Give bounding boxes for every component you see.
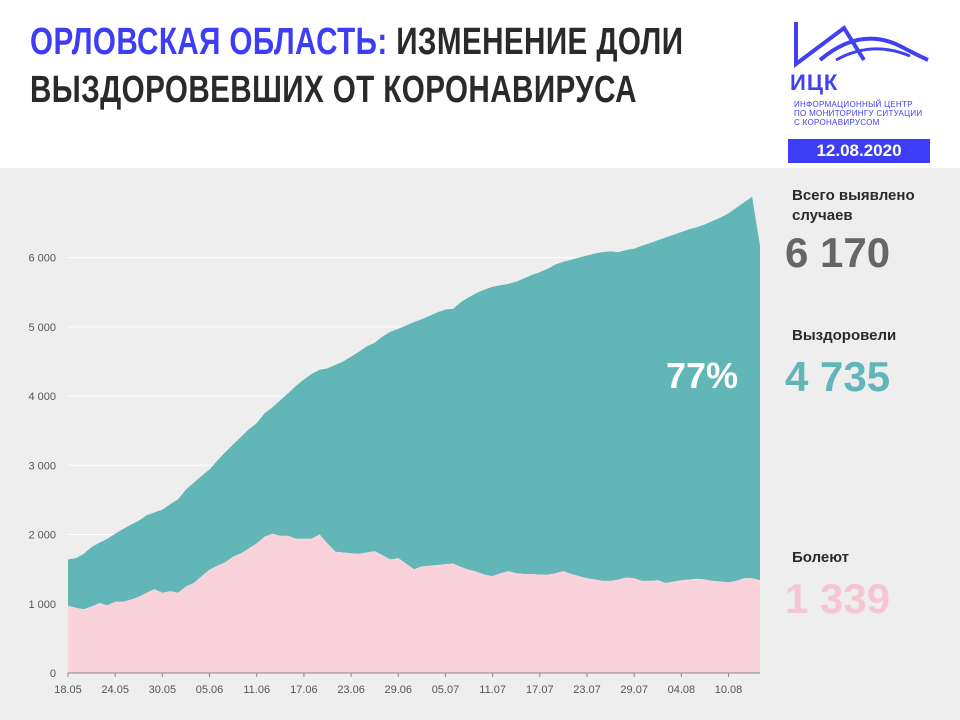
x-tick-label: 11.07 bbox=[479, 684, 506, 696]
x-tick-label: 05.06 bbox=[196, 684, 224, 696]
logo-name: ИЦК bbox=[790, 70, 839, 95]
recovered-share-label: 77% bbox=[666, 355, 738, 396]
area-recovered bbox=[68, 196, 760, 610]
recovered-label: Выздоровели bbox=[792, 327, 897, 344]
title-topic-line1: ИЗМЕНЕНИЕ ДОЛИ bbox=[396, 21, 684, 63]
logo-subtitle-2: ПО МОНИТОРИНГУ СИТУАЦИИ bbox=[794, 109, 923, 118]
total-cases-label: Всего выявлено случаев bbox=[792, 186, 932, 226]
x-tick-label: 23.07 bbox=[573, 684, 601, 696]
sick-value: 1 339 bbox=[785, 575, 891, 622]
x-tick-label: 05.07 bbox=[432, 684, 460, 696]
x-tick-label: 18.05 bbox=[54, 684, 82, 696]
x-tick-label: 17.06 bbox=[290, 684, 318, 696]
logo-subtitle-3: С КОРОНАВИРУСОМ bbox=[794, 118, 880, 127]
logo-mountain-icon bbox=[794, 22, 929, 68]
date-badge: 12.08.2020 bbox=[788, 139, 930, 163]
area-sick bbox=[68, 533, 760, 673]
header: ОРЛОВСКАЯ ОБЛАСТЬ: ИЗМЕНЕНИЕ ДОЛИ ВЫЗДОР… bbox=[0, 0, 960, 168]
x-tick-label: 30.05 bbox=[149, 684, 177, 696]
x-tick-label: 29.07 bbox=[620, 684, 648, 696]
x-tick-label: 17.07 bbox=[526, 684, 554, 696]
itsk-logo: ИЦК ИНФОРМАЦИОННЫЙ ЦЕНТР ПО МОНИТОРИНГУ … bbox=[790, 20, 940, 170]
y-tick-label: 5 000 bbox=[28, 322, 56, 334]
total-cases-label-text: Всего выявлено случаев bbox=[792, 187, 915, 224]
x-tick-labels: 18.05 24.05 30.05 05.06 11.06 17.06 23.06 29.06… bbox=[54, 673, 742, 696]
x-tick-label: 29.06 bbox=[385, 684, 413, 696]
page-title: ОРЛОВСКАЯ ОБЛАСТЬ: ИЗМЕНЕНИЕ ДОЛИ ВЫЗДОР… bbox=[30, 18, 683, 114]
logo-subtitle: ИНФОРМАЦИОННЫЙ ЦЕНТР ПО МОНИТОРИНГУ СИТУ… bbox=[794, 100, 922, 127]
x-tick-label: 11.06 bbox=[243, 684, 270, 696]
total-cases-value: 6 170 bbox=[785, 229, 891, 276]
x-tick-label: 10.08 bbox=[715, 684, 743, 696]
title-topic-line2: ВЫЗДОРОВЕВШИХ ОТ КОРОНАВИРУСА bbox=[30, 69, 637, 111]
x-tick-label: 24.05 bbox=[101, 684, 129, 696]
title-region: ОРЛОВСКАЯ ОБЛАСТЬ: bbox=[30, 21, 388, 63]
sick-label: Болеют bbox=[792, 549, 850, 566]
x-tick-label: 04.08 bbox=[668, 684, 696, 696]
logo-subtitle-1: ИНФОРМАЦИОННЫЙ ЦЕНТР bbox=[794, 100, 913, 109]
y-tick-labels: 0 1 000 2 000 3 000 4 000 5 000 6 000 bbox=[28, 253, 56, 680]
recovered-value: 4 735 bbox=[785, 353, 891, 400]
x-tick-label: 23.06 bbox=[337, 684, 365, 696]
y-tick-label: 0 bbox=[50, 668, 56, 680]
y-tick-label: 2 000 bbox=[28, 530, 56, 542]
y-tick-label: 4 000 bbox=[28, 391, 56, 403]
y-tick-label: 3 000 bbox=[28, 460, 56, 472]
y-tick-label: 6 000 bbox=[28, 253, 56, 265]
y-tick-label: 1 000 bbox=[28, 599, 56, 611]
